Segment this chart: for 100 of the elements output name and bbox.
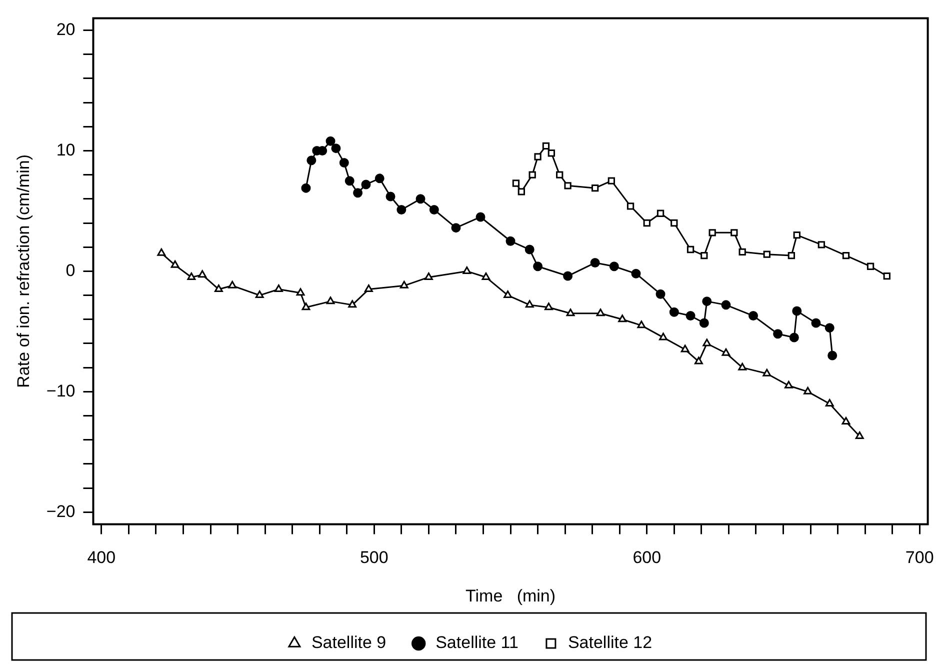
point (462, 266, 472, 274)
x-axis-title: Time (min) (466, 586, 556, 606)
point (482, 272, 490, 280)
point (686, 311, 696, 321)
point (792, 306, 802, 316)
point (563, 271, 573, 281)
point (296, 288, 305, 296)
point (544, 302, 553, 310)
point (659, 332, 668, 340)
point (700, 252, 708, 260)
point (374, 174, 384, 184)
point (476, 212, 486, 222)
point (386, 192, 396, 202)
point (608, 177, 616, 184)
point (702, 338, 712, 346)
point (424, 272, 433, 280)
x-tick-label: 500 (360, 548, 388, 568)
point (548, 150, 556, 157)
legend-label: Satellite 12 (568, 633, 652, 652)
point (789, 332, 799, 342)
point (274, 284, 283, 292)
point (804, 386, 812, 394)
point (591, 184, 599, 192)
point (400, 280, 408, 288)
y-tick-label: 10 (56, 140, 76, 160)
x-tick-label: 700 (905, 548, 934, 568)
point (542, 142, 550, 150)
point (255, 290, 264, 298)
point (302, 302, 310, 310)
point (721, 300, 731, 310)
point (429, 205, 439, 215)
point (702, 296, 712, 306)
point (348, 300, 357, 308)
point (708, 229, 716, 236)
point (518, 188, 526, 196)
point (793, 231, 800, 239)
point (525, 300, 534, 308)
point (722, 348, 730, 356)
point (738, 248, 746, 256)
point (811, 318, 821, 328)
point (590, 258, 600, 268)
point (361, 180, 371, 190)
point (344, 176, 354, 186)
point (596, 308, 605, 316)
point (504, 290, 512, 298)
point (763, 250, 770, 258)
point (686, 246, 694, 254)
point (773, 329, 783, 339)
point (528, 171, 536, 178)
y-tick-label: 0 (66, 260, 76, 280)
point (748, 311, 758, 321)
point (157, 248, 166, 256)
y-tick-label: 20 (56, 20, 76, 39)
point (198, 270, 207, 278)
point (631, 268, 641, 278)
point (566, 308, 575, 316)
point (855, 432, 864, 440)
point (842, 417, 850, 425)
point (738, 362, 747, 370)
point (512, 180, 520, 187)
point (866, 262, 874, 270)
x-tick-label: 400 (87, 548, 116, 568)
point (396, 205, 406, 215)
point (828, 350, 838, 360)
legend-label: Satellite 11 (436, 633, 518, 652)
point (824, 323, 834, 333)
point (556, 171, 564, 178)
point (669, 307, 679, 317)
point (353, 188, 363, 198)
point (818, 241, 826, 248)
point (842, 252, 850, 260)
point (416, 194, 426, 204)
point (762, 368, 772, 376)
point (618, 314, 627, 322)
point (883, 272, 890, 280)
point (680, 344, 690, 352)
legend-label: Satellite 9 (311, 633, 386, 652)
point (326, 136, 336, 146)
point (656, 289, 666, 299)
point (643, 219, 650, 227)
point (228, 280, 237, 288)
point (699, 318, 709, 328)
point (534, 153, 542, 160)
y-tick-label: −10 (46, 381, 76, 400)
point (451, 223, 461, 233)
point (364, 284, 373, 292)
point (301, 183, 311, 193)
point (339, 158, 349, 168)
point (694, 356, 703, 364)
point (506, 236, 516, 246)
point (326, 296, 335, 304)
y-axis-title: Rate of ion. refraction (cm/min) (14, 154, 33, 388)
point (730, 229, 738, 236)
point (656, 210, 664, 217)
point (564, 182, 572, 190)
point (331, 144, 341, 154)
point (637, 320, 646, 328)
point (825, 398, 834, 406)
point (670, 219, 678, 227)
point (788, 252, 796, 260)
